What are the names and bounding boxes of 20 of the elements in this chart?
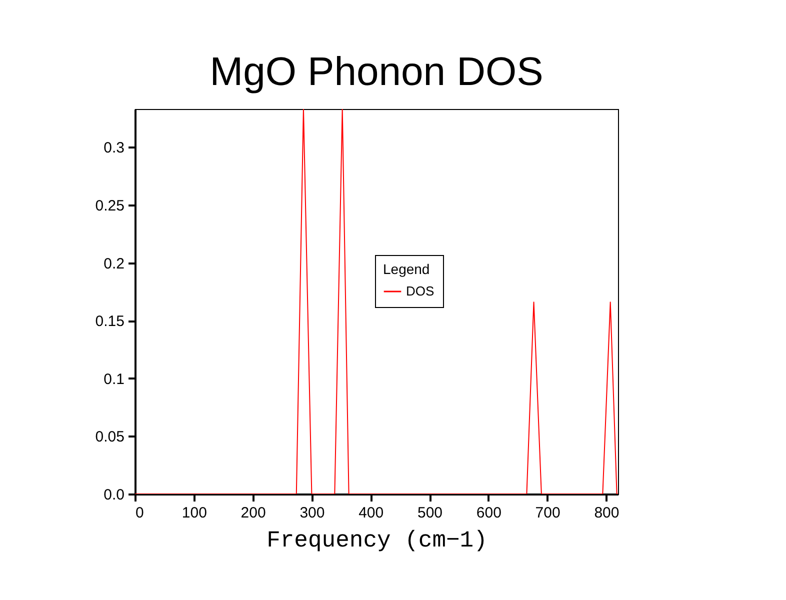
y-tick-label: 0.0: [104, 486, 124, 504]
y-tick-label: 0.2: [104, 255, 124, 272]
x-tick-label: 300: [300, 504, 325, 522]
y-tick-label: 0.1: [104, 370, 124, 388]
x-tick-label: 700: [535, 504, 560, 522]
legend-title: Legend: [383, 261, 430, 277]
x-tick-label: 100: [182, 504, 207, 522]
y-tick-label: 0.3: [104, 140, 124, 157]
x-tick-label: 400: [358, 504, 384, 522]
y-tick-label: 0.25: [95, 197, 124, 214]
x-tick-label: 600: [476, 504, 502, 522]
chart-title: MgO Phonon DOS: [210, 50, 544, 94]
x-tick-label: 800: [594, 504, 620, 522]
x-tick-label: 0: [136, 504, 144, 522]
y-tick-label: 0.05: [95, 428, 124, 446]
x-tick-label: 200: [240, 504, 266, 522]
legend-label: DOS: [406, 284, 434, 298]
y-tick-label: 0.15: [95, 313, 124, 330]
x-axis-title: Frequency (cm−1): [266, 528, 488, 554]
x-tick-label: 500: [417, 504, 443, 522]
